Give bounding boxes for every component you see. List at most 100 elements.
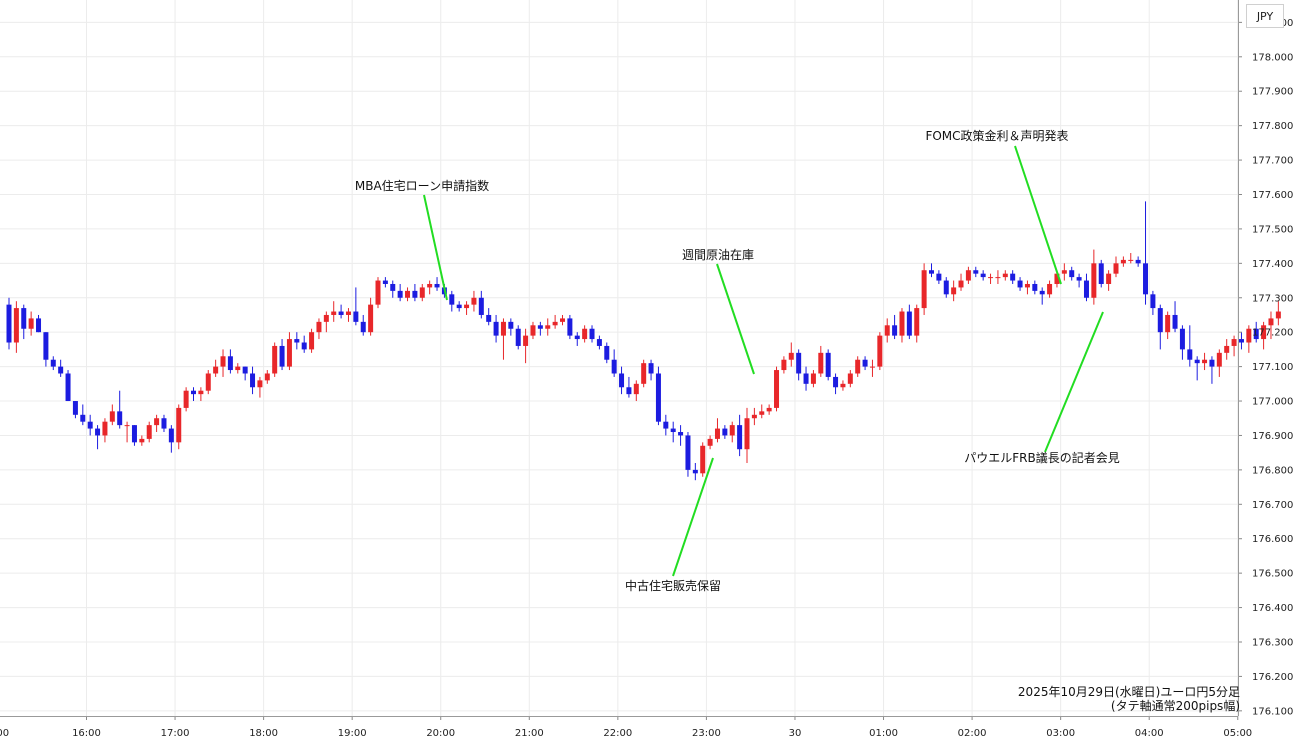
- candle-body: [412, 290, 418, 298]
- candle-body: [1202, 359, 1208, 364]
- annotation-label: 週間原油在庫: [682, 248, 754, 262]
- candle: [294, 332, 300, 350]
- candle: [545, 318, 551, 336]
- candle: [840, 380, 846, 391]
- grid: [0, 0, 1239, 716]
- candle-body: [766, 407, 772, 412]
- candle-body: [515, 328, 521, 346]
- candle-body: [965, 270, 971, 281]
- x-tick-label: 03:00: [1046, 728, 1075, 739]
- candle: [537, 321, 543, 336]
- candle: [375, 277, 381, 309]
- candle-body: [405, 290, 411, 298]
- candle: [670, 421, 676, 443]
- candle: [412, 283, 418, 302]
- candle-body: [759, 411, 765, 415]
- candle: [109, 404, 115, 426]
- annotation: パウエルFRB議長の記者会見: [964, 311, 1120, 465]
- candle-body: [43, 332, 49, 360]
- candle: [205, 370, 211, 395]
- candle: [1106, 270, 1112, 291]
- chart-caption-note: (タテ軸通常200pips幅): [1110, 699, 1240, 713]
- candle-body: [272, 345, 278, 374]
- candle: [1047, 280, 1053, 298]
- candle-body: [301, 342, 307, 350]
- candle: [869, 359, 875, 377]
- candle: [1076, 273, 1082, 288]
- candle: [198, 387, 204, 402]
- candle: [43, 332, 49, 367]
- candle: [641, 359, 647, 388]
- candle: [906, 304, 912, 340]
- candle-body: [242, 366, 248, 374]
- y-tick-label: 177.100: [1252, 362, 1293, 373]
- candle: [818, 345, 824, 377]
- candle: [360, 314, 366, 336]
- candle-body: [1098, 263, 1104, 284]
- candle-body: [109, 411, 115, 422]
- candle-body: [663, 421, 669, 429]
- annotation-line: [1044, 311, 1104, 453]
- candle: [929, 263, 934, 278]
- y-tick-label: 177.900: [1252, 87, 1293, 98]
- candle-body: [774, 370, 780, 408]
- candle: [500, 318, 506, 360]
- candle-body: [707, 438, 713, 446]
- candle: [685, 432, 691, 477]
- candle-body: [131, 425, 137, 443]
- candle: [1187, 325, 1193, 367]
- candle-body: [1157, 308, 1163, 333]
- candle: [552, 314, 558, 329]
- candle: [707, 435, 713, 450]
- annotation-line: [1014, 145, 1062, 285]
- candle-body: [1224, 345, 1230, 353]
- candle: [471, 290, 477, 312]
- candle-body: [921, 270, 927, 309]
- candle: [751, 407, 757, 426]
- candle-body: [604, 345, 610, 360]
- candle-body: [191, 390, 196, 395]
- candle: [257, 376, 263, 398]
- candle: [803, 366, 809, 391]
- y-tick-label: 176.600: [1252, 534, 1293, 545]
- candle-body: [936, 273, 942, 281]
- candle-body: [1172, 314, 1178, 329]
- candle: [678, 425, 684, 446]
- candle: [478, 290, 484, 319]
- candle-body: [1120, 259, 1126, 264]
- candle-body: [1032, 283, 1038, 291]
- candle-body: [1039, 290, 1045, 295]
- candle: [28, 311, 34, 336]
- candle: [523, 328, 529, 364]
- y-tick-label: 178.000: [1252, 52, 1293, 63]
- candle: [508, 318, 514, 336]
- candle-body: [840, 383, 846, 388]
- candle: [250, 366, 256, 395]
- candle-body: [781, 359, 787, 371]
- candle: [131, 425, 137, 446]
- x-tick-label: 21:00: [515, 728, 544, 739]
- candle: [1017, 277, 1023, 291]
- y-tick-label: 176.100: [1252, 706, 1293, 717]
- candle-body: [13, 308, 19, 343]
- candle-body: [235, 366, 241, 371]
- candle: [95, 425, 101, 450]
- candle-body: [1216, 352, 1222, 367]
- candle-body: [58, 366, 64, 374]
- candle-body: [257, 380, 263, 388]
- candle-body: [1061, 270, 1067, 274]
- candle: [1179, 325, 1185, 360]
- candle: [1202, 352, 1208, 371]
- annotation-label: FOMC政策金利＆声明発表: [925, 128, 1068, 143]
- candle-body: [1261, 325, 1267, 340]
- candle-body: [995, 277, 1001, 279]
- x-tick-label: 22:00: [603, 728, 632, 739]
- candle: [191, 387, 196, 402]
- candle: [434, 277, 440, 291]
- y-tick-label: 176.300: [1252, 637, 1293, 648]
- x-tick-label: 19:00: [338, 728, 367, 739]
- annotation-label: パウエルFRB議長の記者会見: [964, 450, 1119, 465]
- annotation: 中古住宅販売保留: [625, 457, 721, 593]
